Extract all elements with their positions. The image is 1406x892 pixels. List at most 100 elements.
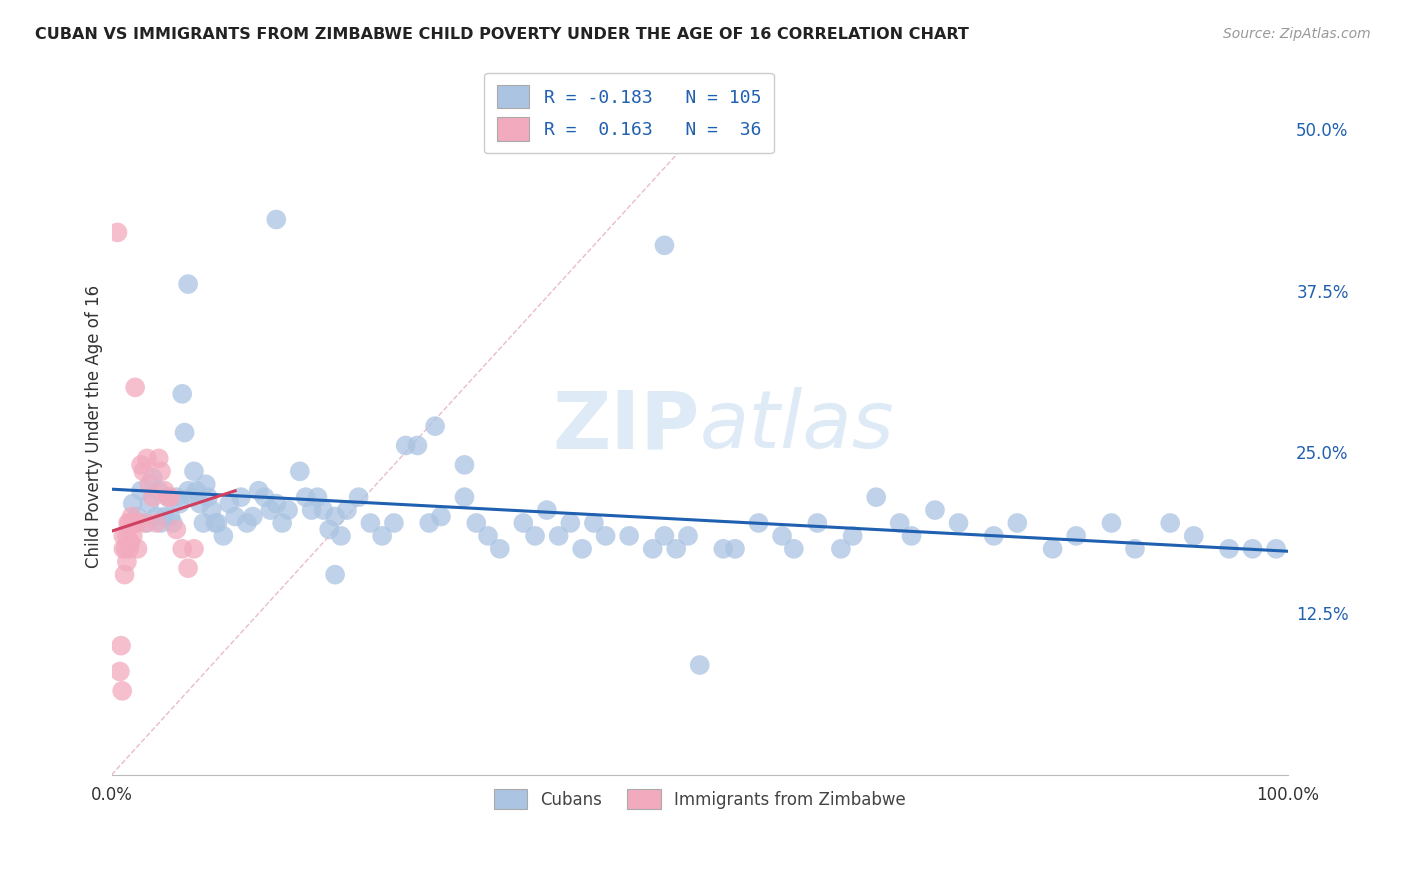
Point [159, 490, 181, 504]
Point [1265, 541, 1288, 556]
Point [307, 490, 329, 504]
Point [1182, 529, 1205, 543]
Point [118, 516, 141, 530]
Point [145, 516, 167, 530]
Point [129, 458, 152, 472]
Point [676, 529, 699, 543]
Point [107, 226, 129, 240]
Point [477, 529, 499, 543]
Point [124, 380, 146, 394]
Point [108, 665, 131, 679]
Point [122, 516, 145, 530]
Point [582, 516, 605, 530]
Point [218, 497, 240, 511]
Point [186, 483, 208, 498]
Point [983, 529, 1005, 543]
Point [188, 497, 211, 511]
Point [783, 541, 806, 556]
Y-axis label: Child Poverty Under the Age of 16: Child Poverty Under the Age of 16 [86, 285, 103, 567]
Point [641, 541, 664, 556]
Point [183, 464, 205, 478]
Point [724, 541, 747, 556]
Point [347, 490, 370, 504]
Point [294, 490, 316, 504]
Point [1159, 516, 1181, 530]
Point [115, 555, 138, 569]
Point [127, 541, 149, 556]
Point [465, 516, 488, 530]
Point [1218, 541, 1240, 556]
Point [323, 567, 346, 582]
Point [138, 497, 160, 511]
Point [177, 561, 200, 575]
Point [117, 516, 139, 530]
Point [121, 497, 143, 511]
Point [111, 684, 134, 698]
Point [121, 529, 143, 543]
Point [115, 529, 138, 543]
Point [157, 490, 180, 504]
Point [112, 529, 135, 543]
Point [135, 516, 157, 530]
Point [301, 503, 323, 517]
Point [118, 541, 141, 556]
Point [524, 529, 547, 543]
Point [180, 490, 202, 504]
Point [1007, 516, 1029, 530]
Point [162, 516, 184, 530]
Point [312, 503, 335, 517]
Point [142, 490, 165, 504]
Point [830, 541, 852, 556]
Point [395, 438, 418, 452]
Point [330, 529, 353, 543]
Point [418, 516, 440, 530]
Point [371, 529, 394, 543]
Point [229, 490, 252, 504]
Point [259, 503, 281, 517]
Point [488, 541, 510, 556]
Point [242, 509, 264, 524]
Point [841, 529, 863, 543]
Text: Source: ZipAtlas.com: Source: ZipAtlas.com [1223, 27, 1371, 41]
Point [177, 277, 200, 291]
Point [336, 503, 359, 517]
Text: ZIP: ZIP [553, 387, 700, 465]
Point [253, 490, 276, 504]
Point [157, 490, 180, 504]
Text: atlas: atlas [700, 387, 894, 465]
Point [654, 529, 676, 543]
Point [207, 516, 229, 530]
Point [150, 516, 173, 530]
Point [172, 541, 194, 556]
Point [318, 523, 340, 537]
Point [172, 387, 194, 401]
Point [110, 639, 132, 653]
Point [865, 490, 887, 504]
Point [165, 490, 187, 504]
Point [173, 425, 195, 440]
Point [197, 490, 219, 504]
Point [194, 477, 217, 491]
Point [153, 509, 176, 524]
Point [654, 238, 676, 252]
Point [148, 451, 170, 466]
Point [127, 509, 149, 524]
Point [169, 497, 191, 511]
Point [406, 438, 429, 452]
Point [1042, 541, 1064, 556]
Point [359, 516, 381, 530]
Point [135, 451, 157, 466]
Point [138, 477, 160, 491]
Point [121, 509, 143, 524]
Text: CUBAN VS IMMIGRANTS FROM ZIMBABWE CHILD POVERTY UNDER THE AGE OF 16 CORRELATION : CUBAN VS IMMIGRANTS FROM ZIMBABWE CHILD … [35, 27, 969, 42]
Point [247, 483, 270, 498]
Point [595, 529, 617, 543]
Point [204, 516, 226, 530]
Point [1241, 541, 1264, 556]
Point [1064, 529, 1087, 543]
Point [1099, 516, 1122, 530]
Point [617, 529, 640, 543]
Point [145, 509, 167, 524]
Point [114, 567, 136, 582]
Point [1123, 541, 1146, 556]
